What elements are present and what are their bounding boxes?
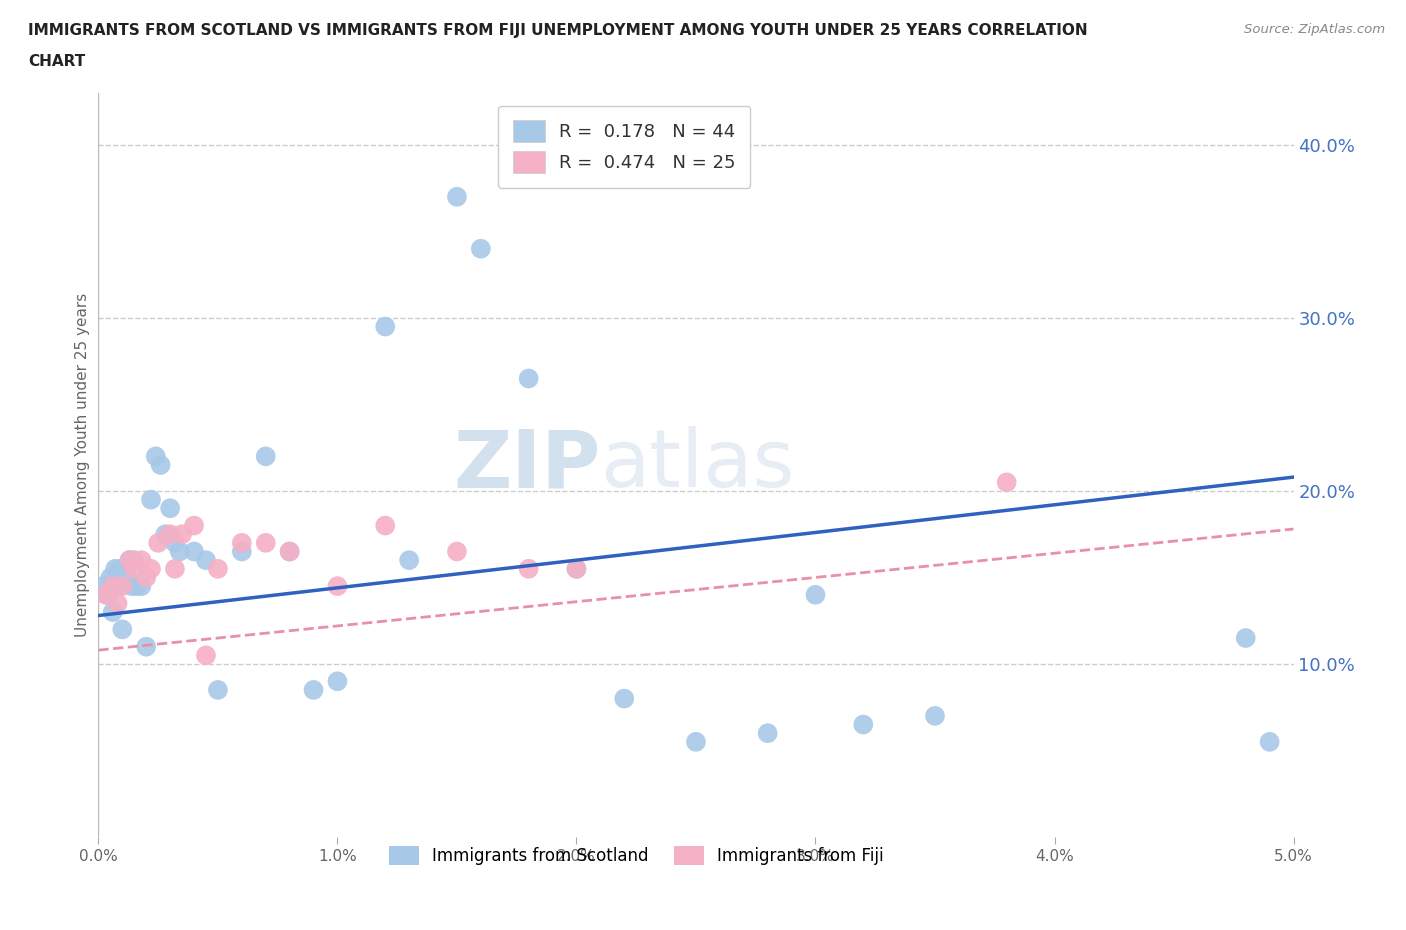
Point xyxy=(169,544,191,559)
Point xyxy=(195,552,218,567)
Point xyxy=(101,578,124,593)
Point xyxy=(172,526,194,541)
Point xyxy=(995,475,1018,490)
Point xyxy=(756,725,779,740)
Text: CHART: CHART xyxy=(28,54,86,69)
Point xyxy=(121,578,143,593)
Y-axis label: Unemployment Among Youth under 25 years: Unemployment Among Youth under 25 years xyxy=(75,293,90,637)
Point xyxy=(446,190,468,205)
Point xyxy=(278,544,301,559)
Point xyxy=(139,492,162,507)
Point xyxy=(145,449,167,464)
Text: Source: ZipAtlas.com: Source: ZipAtlas.com xyxy=(1244,23,1385,36)
Point xyxy=(135,570,157,585)
Point xyxy=(195,648,218,663)
Point xyxy=(118,552,141,567)
Point xyxy=(124,562,146,577)
Point xyxy=(148,536,170,551)
Point xyxy=(278,544,301,559)
Point xyxy=(517,371,540,386)
Point xyxy=(852,717,875,732)
Point xyxy=(107,578,129,593)
Point xyxy=(108,562,131,577)
Point xyxy=(207,683,229,698)
Point xyxy=(231,536,253,551)
Point xyxy=(159,501,181,516)
Point xyxy=(98,570,122,585)
Point xyxy=(97,588,120,603)
Text: IMMIGRANTS FROM SCOTLAND VS IMMIGRANTS FROM FIJI UNEMPLOYMENT AMONG YOUTH UNDER : IMMIGRANTS FROM SCOTLAND VS IMMIGRANTS F… xyxy=(28,23,1088,38)
Point xyxy=(163,536,186,551)
Point xyxy=(231,544,253,559)
Point xyxy=(374,319,396,334)
Point xyxy=(326,674,349,689)
Text: atlas: atlas xyxy=(600,426,794,504)
Point xyxy=(155,526,177,541)
Point xyxy=(1234,631,1257,645)
Point xyxy=(159,526,181,541)
Point xyxy=(804,588,827,603)
Point xyxy=(254,449,277,464)
Point xyxy=(135,639,157,654)
Point xyxy=(254,536,277,551)
Point xyxy=(207,562,229,577)
Point xyxy=(685,735,707,750)
Point xyxy=(470,241,492,256)
Point xyxy=(104,562,127,577)
Point xyxy=(124,552,146,567)
Point xyxy=(398,552,420,567)
Point xyxy=(1258,735,1281,750)
Point xyxy=(91,578,114,593)
Point xyxy=(139,562,162,577)
Point xyxy=(302,683,325,698)
Point xyxy=(94,588,117,603)
Point xyxy=(131,552,153,567)
Point xyxy=(374,518,396,533)
Text: ZIP: ZIP xyxy=(453,426,600,504)
Point xyxy=(446,544,468,559)
Point xyxy=(118,552,141,567)
Point xyxy=(613,691,636,706)
Point xyxy=(115,570,138,585)
Point xyxy=(517,562,540,577)
Point xyxy=(924,709,946,724)
Point xyxy=(107,596,129,611)
Point xyxy=(565,562,588,577)
Point xyxy=(149,458,172,472)
Point xyxy=(101,604,124,619)
Point xyxy=(131,578,153,593)
Point xyxy=(111,578,134,593)
Legend: Immigrants from Scotland, Immigrants from Fiji: Immigrants from Scotland, Immigrants fro… xyxy=(381,837,891,873)
Point xyxy=(111,622,134,637)
Point xyxy=(565,562,588,577)
Point xyxy=(183,518,205,533)
Point xyxy=(125,578,148,593)
Point xyxy=(183,544,205,559)
Point xyxy=(163,562,186,577)
Point xyxy=(326,578,349,593)
